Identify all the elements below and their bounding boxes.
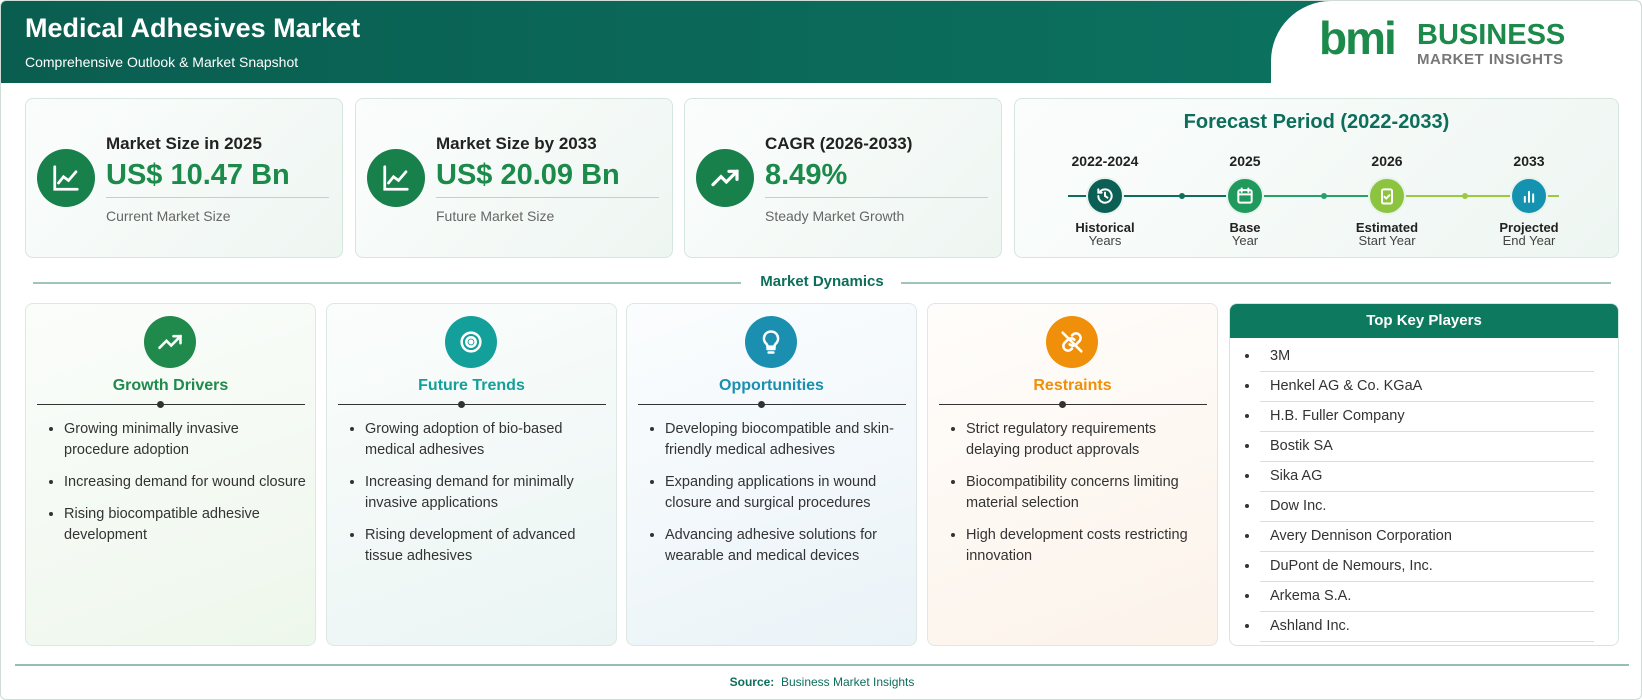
period-years: 2026 xyxy=(1371,153,1403,169)
column-title: Restraints xyxy=(1033,377,1112,394)
period-sublabel: Year xyxy=(1231,233,1259,248)
period-sublabel: End Year xyxy=(1502,233,1556,248)
column-icon xyxy=(745,316,797,368)
period-label: Estimated xyxy=(1355,220,1419,235)
metric-caption: Current Market Size xyxy=(106,208,231,224)
metric-caption: Steady Market Growth xyxy=(765,208,905,224)
key-player: Sika AG xyxy=(1260,462,1594,492)
metric-icon xyxy=(367,149,425,207)
key-player: Henkel AG & Co. KGaA xyxy=(1260,372,1594,402)
column-item: Expanding applications in wound closure … xyxy=(665,472,907,514)
metric-icon xyxy=(696,149,754,207)
dynamics-column: Future Trends Growing adoption of bio-bas… xyxy=(326,303,617,646)
metric-label: CAGR (2026-2033) xyxy=(765,134,913,153)
divider xyxy=(33,282,1611,284)
key-player: Bostik SA xyxy=(1260,432,1594,462)
period-label: Base xyxy=(1229,220,1261,235)
column-item: Rising development of advanced tissue ad… xyxy=(365,525,607,567)
forecast-title: Forecast Period (2022-2033) xyxy=(1183,111,1450,133)
metric-value: US$ 20.09 Bn xyxy=(436,159,620,191)
key-players-list: 3MHenkel AG & Co. KGaAH.B. Fuller Compan… xyxy=(1244,342,1594,642)
metric-value: 8.49% xyxy=(765,159,848,191)
column-list: Developing biocompatible and skin-friend… xyxy=(645,419,907,578)
logo-tagline: MARKET INSIGHTS xyxy=(1417,51,1564,68)
key-player: H.B. Fuller Company xyxy=(1260,402,1594,432)
key-player: Avery Dennison Corporation xyxy=(1260,522,1594,552)
metric-caption: Future Market Size xyxy=(436,208,555,224)
dynamics-column: Growth Drivers Growing minimally invasive… xyxy=(25,303,316,646)
logo-background xyxy=(1271,1,1641,83)
column-rule xyxy=(939,404,1207,405)
metric-rule xyxy=(765,197,988,198)
key-players: Top Key Players 3MHenkel AG & Co. KGaAH.… xyxy=(1229,303,1619,646)
key-player: Dow Inc. xyxy=(1260,492,1594,522)
column-rule-dot xyxy=(157,401,164,408)
column-rule-dot xyxy=(1059,401,1066,408)
period-sublabel: Years xyxy=(1088,233,1122,248)
metric-value: US$ 10.47 Bn xyxy=(106,159,290,191)
column-title: Future Trends xyxy=(418,377,525,394)
period-node xyxy=(1368,177,1406,215)
key-player: Arkema S.A. xyxy=(1260,582,1594,612)
title: Medical Adhesives Market xyxy=(25,13,361,43)
column-list: Growing adoption of bio-based medical ad… xyxy=(345,419,607,578)
column-rule-dot xyxy=(758,401,765,408)
column-item: Growing adoption of bio-based medical ad… xyxy=(365,419,607,461)
metric-rule xyxy=(436,197,659,198)
period-label: Historical xyxy=(1075,220,1135,235)
column-icon xyxy=(1046,316,1098,368)
logo-mark: bmi xyxy=(1319,12,1397,64)
metric-rule xyxy=(106,197,329,198)
column-rule xyxy=(338,404,606,405)
footer-rule xyxy=(15,664,1629,666)
key-players-title: Top Key Players xyxy=(1230,304,1618,338)
logo-brand: BUSINESS xyxy=(1417,19,1566,51)
column-rule-dot xyxy=(458,401,465,408)
key-player: Ashland Inc. xyxy=(1260,612,1594,642)
column-list: Strict regulatory requirements delaying … xyxy=(946,419,1208,578)
metric-icon xyxy=(37,149,95,207)
period-node xyxy=(1510,177,1548,215)
metric-label: Market Size in 2025 xyxy=(106,134,262,153)
column-rule xyxy=(638,404,906,405)
dynamics-column: Restraints Strict regulatory requirements… xyxy=(927,303,1218,646)
period-node xyxy=(1086,177,1124,215)
column-item: Biocompatibility concerns limiting mater… xyxy=(966,472,1208,514)
column-title: Opportunities xyxy=(719,377,824,394)
column-icon xyxy=(445,316,497,368)
period-node xyxy=(1226,177,1264,215)
period-years: 2025 xyxy=(1229,153,1261,169)
footer: Source: Business Market Insights xyxy=(1,675,1641,689)
column-item: Growing minimally invasive procedure ado… xyxy=(64,419,306,461)
period-years: 2033 xyxy=(1513,153,1545,169)
column-list: Growing minimally invasive procedure ado… xyxy=(44,419,306,557)
period-label: Projected xyxy=(1499,220,1559,235)
key-player: DuPont de Nemours, Inc. xyxy=(1260,552,1594,582)
column-title: Growth Drivers xyxy=(112,377,229,394)
source-label: Source: xyxy=(729,675,775,689)
column-item: High development costs restricting innov… xyxy=(966,525,1208,567)
column-item: Rising biocompatible adhesive developmen… xyxy=(64,504,306,546)
column-rule xyxy=(37,404,305,405)
period-sublabel: Start Year xyxy=(1358,233,1416,248)
column-item: Increasing demand for wound closure xyxy=(64,472,306,493)
dynamics-column: Opportunities Developing biocompatible an… xyxy=(626,303,917,646)
dynamics-title: Market Dynamics xyxy=(760,273,884,290)
key-player: 3M xyxy=(1260,342,1594,372)
column-item: Strict regulatory requirements delaying … xyxy=(966,419,1208,461)
column-item: Increasing demand for minimally invasive… xyxy=(365,472,607,514)
metric-label: Market Size by 2033 xyxy=(436,134,597,153)
column-item: Developing biocompatible and skin-friend… xyxy=(665,419,907,461)
column-icon xyxy=(144,316,196,368)
source-text: Business Market Insights xyxy=(780,675,915,689)
forecast-card xyxy=(1014,98,1619,258)
column-item: Advancing adhesive solutions for wearabl… xyxy=(665,525,907,567)
subtitle: Comprehensive Outlook & Market Snapshot xyxy=(25,54,299,70)
period-years: 2022-2024 xyxy=(1071,153,1139,169)
